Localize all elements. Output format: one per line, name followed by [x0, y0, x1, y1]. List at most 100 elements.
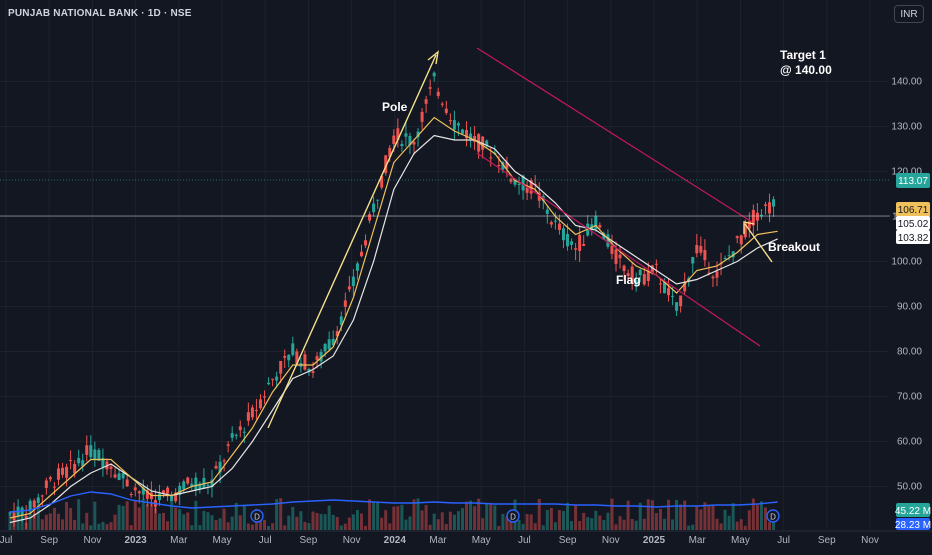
candle-body — [683, 283, 687, 292]
time-tick-nov: Nov — [861, 535, 879, 546]
volume-bar — [368, 499, 372, 530]
candle-body — [465, 130, 469, 139]
candle-body — [335, 331, 339, 337]
volume-bar — [501, 513, 505, 530]
volume-bar — [586, 517, 590, 530]
candle-body — [473, 136, 477, 142]
candle-body — [727, 255, 731, 257]
candle-body — [97, 449, 101, 461]
candle-body — [671, 295, 675, 297]
breakout-arrow-line — [744, 223, 773, 263]
volume-tag-2: 28.23 M — [895, 520, 931, 531]
candle-body — [73, 463, 77, 474]
volume-bar — [182, 514, 186, 530]
candle-body — [12, 512, 16, 521]
volume-ma-line — [9, 491, 778, 513]
ma-slow-tag-bg-2 — [896, 230, 930, 244]
volume-bar — [667, 499, 671, 530]
candle-body — [501, 162, 505, 170]
candle-body — [238, 426, 242, 431]
volume-bar — [271, 523, 275, 530]
volume-bar — [61, 519, 65, 530]
volume-tag-bg-1 — [896, 503, 930, 517]
candle-body — [662, 282, 666, 294]
ma-fast-tag: 106.71 — [898, 205, 929, 216]
price-tick-140: 140.00 — [891, 77, 922, 88]
candle-body — [307, 368, 311, 373]
currency-button[interactable]: INR — [894, 5, 924, 23]
candle-body — [667, 288, 671, 296]
candle-body — [174, 492, 178, 502]
volume-bar — [634, 520, 638, 530]
volume-bar — [739, 519, 743, 530]
price-axis[interactable]: 50.0060.0070.0080.0090.00100.00110.00120… — [891, 77, 922, 493]
volume-bar — [469, 500, 473, 530]
volume-bar — [157, 513, 161, 530]
volume-bar — [267, 525, 271, 530]
candle-body — [178, 485, 182, 495]
candle-body — [747, 221, 751, 229]
dividend-marker-icon[interactable]: D — [506, 509, 520, 523]
ma-slow-tag-bg-1 — [896, 216, 930, 230]
time-tick-2023: 2023 — [124, 535, 147, 546]
dividend-marker-icon[interactable]: D — [766, 509, 780, 523]
drawings[interactable] — [0, 47, 890, 429]
volume-bar — [695, 505, 699, 530]
volume-bars — [8, 498, 776, 530]
annotation-labels: Pole Flag Breakout Target 1 @ 140.00 — [382, 48, 832, 287]
candle-body — [145, 490, 149, 499]
candle-body — [109, 466, 113, 469]
candle-body — [24, 515, 28, 518]
volume-bar — [452, 514, 456, 530]
volume-bar — [687, 525, 691, 530]
flag-label: Flag — [616, 273, 641, 287]
pole-label: Pole — [382, 100, 408, 114]
volume-bar — [541, 525, 545, 530]
volume-bar — [121, 505, 125, 530]
time-tick-mar: Mar — [689, 535, 707, 546]
candle-body — [113, 474, 117, 478]
candle-body — [380, 175, 384, 188]
candle-body — [723, 258, 727, 260]
volume-bar — [210, 515, 214, 530]
volume-bar — [683, 500, 687, 530]
volume-bar — [658, 508, 662, 530]
volume-bar — [553, 522, 557, 530]
candle-body — [578, 234, 582, 251]
candle-body — [396, 128, 400, 140]
candle-body — [89, 445, 93, 458]
candle-body — [210, 479, 214, 487]
candle-body — [359, 251, 363, 257]
volume-bar — [497, 525, 501, 530]
time-tick-may: May — [731, 535, 750, 546]
candle-body — [570, 241, 574, 245]
price-tick-60: 60.00 — [897, 437, 922, 448]
volume-bar — [537, 498, 541, 530]
candle-body — [287, 354, 291, 361]
candle-body — [44, 480, 48, 488]
candle-body — [630, 266, 634, 284]
volume-bar — [283, 525, 287, 530]
volume-bar — [303, 521, 307, 530]
time-axis[interactable]: Jul Sep Nov 2023 Mar May Jul Sep Nov 2024 Mar May Ju… — [0, 530, 932, 546]
candle-body — [101, 457, 105, 468]
volume-bar — [614, 524, 618, 530]
volume-bar — [85, 512, 89, 530]
dividend-marker-icon[interactable]: D — [250, 509, 264, 523]
volume-bar — [230, 516, 234, 530]
volume-bar — [275, 499, 279, 530]
candle-body — [485, 140, 489, 146]
candle-body — [8, 512, 12, 514]
candle-body — [658, 283, 662, 285]
candle-body — [234, 434, 238, 436]
volume-bar — [226, 522, 230, 530]
candle-body — [497, 165, 501, 167]
volume-bar — [279, 498, 283, 530]
volume-bar — [465, 501, 469, 530]
candle-body — [295, 351, 299, 364]
volume-bar — [460, 508, 464, 530]
candle-body — [198, 483, 202, 490]
